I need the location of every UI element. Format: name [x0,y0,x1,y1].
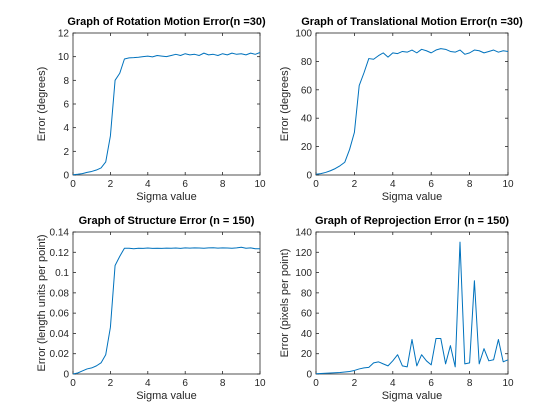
y-tick-label: 20 [301,349,313,360]
x-tick-label: 6 [428,378,434,389]
y-tick-label: 80 [301,57,313,68]
y-tick-label: 40 [301,114,313,125]
y-tick-label: 0.1 [55,268,69,279]
x-tick-label: 10 [254,378,266,389]
x-tick-label: 10 [502,179,514,190]
y-tick-label: 0.02 [50,349,70,360]
x-tick-label: 10 [502,378,514,389]
chart-title: Graph of Translational Motion Error(n =3… [301,16,523,28]
y-tick-label: 12 [58,29,70,40]
axes-box [72,32,261,176]
series-line [72,52,261,176]
y-tick-label: 0.14 [50,228,70,239]
x-tick-label: 8 [220,378,226,389]
y-tick-label: 0 [306,171,312,182]
y-tick-label: 140 [295,228,312,239]
x-tick-label: 0 [313,179,319,190]
x-tick-label: 2 [108,378,114,389]
y-axis-label: Error (degrees) [36,67,48,142]
series-line [72,246,260,375]
chart-title: Graph of Reprojection Error (n = 150) [315,215,509,227]
y-tick-label: 10 [58,52,70,63]
y-tick-label: 0.06 [50,309,70,320]
y-tick-label: 0.12 [50,248,70,259]
x-tick-label: 4 [390,378,396,389]
x-axis-label: Sigma value [136,191,197,203]
x-tick-label: 2 [352,179,358,190]
x-tick-label: 8 [467,179,473,190]
chart-title: Graph of Rotation Motion Error(n =30) [67,16,266,28]
y-tick-label: 100 [295,29,312,40]
series-line [315,241,509,375]
axes-box [72,231,261,375]
x-tick-label: 8 [220,179,226,190]
y-tick-label: 80 [301,288,313,299]
y-tick-label: 0.08 [50,288,70,299]
y-tick-label: 60 [301,85,313,96]
x-tick-label: 2 [352,378,358,389]
x-axis-label: Sigma value [136,390,197,402]
y-axis-label: Error (degrees) [279,67,291,142]
y-tick-label: 100 [295,268,312,279]
y-tick-label: 40 [301,329,313,340]
y-tick-label: 0 [63,370,69,381]
x-tick-label: 0 [313,378,319,389]
chart-title: Graph of Structure Error (n = 150) [79,215,255,227]
x-tick-label: 4 [145,179,151,190]
axes-box [315,32,509,176]
y-tick-label: 0 [63,171,69,182]
subplot-3: 0 2 4 6 8 10 0 0.02 0.04 0.06 0.08 0.1 0.12 0.14 Graph… [36,215,266,402]
x-tick-label: 4 [390,179,396,190]
y-tick-label: 20 [301,142,313,153]
x-axis-label: Sigma value [382,390,443,402]
y-tick-label: 60 [301,309,313,320]
y-tick-label: 8 [63,76,69,87]
x-tick-label: 0 [70,378,76,389]
x-axis-label: Sigma value [382,191,443,203]
x-tick-label: 2 [108,179,114,190]
x-tick-label: 6 [182,378,188,389]
axes-box [315,231,509,375]
y-tick-label: 0 [306,370,312,381]
series-line [315,48,509,175]
y-tick-label: 2 [63,147,69,158]
y-axis-label: Error (pixels per point) [279,249,291,358]
x-tick-label: 10 [254,179,266,190]
x-tick-label: 6 [182,179,188,190]
y-tick-label: 6 [63,100,69,111]
y-axis-label: Error (length units per point) [36,235,48,372]
x-tick-label: 6 [428,179,434,190]
y-tick-label: 120 [295,248,312,259]
x-tick-label: 8 [467,378,473,389]
y-tick-label: 4 [63,123,69,134]
x-tick-label: 0 [70,179,76,190]
y-tick-label: 0.04 [50,329,70,340]
x-tick-label: 4 [145,378,151,389]
